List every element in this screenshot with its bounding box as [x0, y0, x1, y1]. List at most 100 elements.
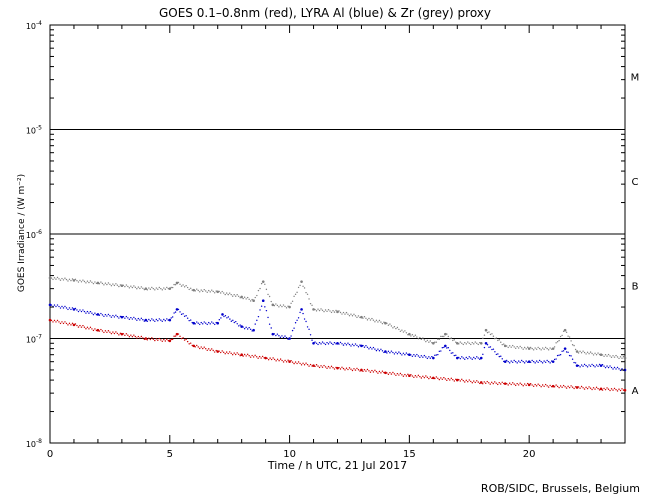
trace-dot [152, 287, 155, 290]
trace-dot [110, 332, 113, 335]
trace-dot [416, 336, 418, 338]
trace-dot [431, 355, 433, 358]
trace-dot [398, 351, 400, 353]
trace-dot [329, 310, 331, 312]
trace-dot [413, 335, 415, 338]
trace-dot [143, 288, 146, 291]
trace-dot [74, 323, 77, 325]
trace-dot [579, 387, 581, 389]
trace-dot [426, 376, 429, 379]
trace-dot [285, 361, 288, 363]
data-point [384, 321, 387, 325]
trace-dot [101, 330, 104, 332]
trace-dot [302, 362, 304, 364]
trace-dot [179, 335, 181, 337]
trace-dot [516, 345, 518, 348]
trace-dot [53, 304, 56, 306]
trace-dot [429, 376, 432, 378]
trace-dot [437, 338, 439, 340]
trace-dot [363, 316, 366, 318]
trace-dot [543, 385, 545, 387]
trace-dot [103, 284, 105, 286]
trace-dot [538, 359, 541, 362]
trace-dot [139, 287, 141, 290]
data-point [575, 386, 579, 389]
trace-dot [317, 343, 319, 346]
trace-dot [265, 309, 268, 312]
trace-dot [249, 356, 252, 358]
trace-dot [387, 350, 390, 353]
trace-dot [273, 333, 276, 335]
trace-dot [369, 346, 372, 349]
data-point [312, 308, 315, 311]
trace-dot [550, 385, 553, 388]
trace-dot [299, 311, 301, 314]
data-point [96, 313, 100, 316]
trace-dot [449, 379, 451, 381]
trace-dot [423, 354, 426, 357]
trace-dot [237, 353, 240, 355]
trace-dot [351, 315, 354, 317]
trace-dot [567, 351, 569, 353]
trace-dot [76, 309, 78, 311]
trace-dot [104, 330, 107, 332]
trace-dot [368, 370, 370, 372]
trace-dot [525, 348, 527, 350]
trace-dot [417, 355, 420, 357]
trace-dot [601, 389, 604, 391]
trace-dot [215, 290, 217, 292]
trace-dot [70, 308, 72, 311]
trace-dot [503, 360, 505, 363]
data-point [48, 303, 52, 307]
trace-dot [341, 366, 343, 369]
trace-dot [531, 359, 533, 362]
trace-dot [486, 380, 488, 383]
trace-dot [143, 320, 146, 322]
trace-dot [62, 279, 65, 281]
trace-dot [562, 330, 565, 333]
trace-dot [348, 343, 351, 346]
trace-dot [308, 328, 310, 331]
trace-dot [157, 320, 159, 322]
trace-dot [173, 335, 175, 337]
trace-dot [251, 354, 253, 357]
trace-dot [327, 309, 330, 311]
trace-dot [68, 278, 71, 281]
chart-title: GOES 0.1–0.8nm (red), LYRA Al (blue) & Z… [158, 6, 492, 20]
trace-dot [173, 312, 175, 314]
trace-dot [616, 356, 619, 358]
trace-dot [224, 314, 227, 317]
trace-dot [529, 383, 532, 385]
trace-dot [205, 322, 207, 324]
trace-dot [485, 382, 487, 384]
trace-dot [254, 323, 256, 325]
trace-dot [621, 368, 623, 370]
trace-dot [622, 389, 625, 391]
trace-dot [353, 313, 355, 315]
trace-dot [615, 368, 617, 370]
trace-dot [115, 331, 117, 333]
trace-dot [517, 360, 520, 362]
trace-dot [380, 348, 382, 350]
data-point [384, 350, 387, 353]
trace-dot [422, 356, 424, 358]
trace-dot [248, 326, 250, 329]
trace-dot [282, 336, 285, 339]
data-point [252, 328, 255, 332]
data-point [360, 344, 363, 348]
trace-dot [514, 384, 517, 387]
trace-dot [374, 369, 376, 372]
trace-dot [64, 277, 66, 279]
trace-dot [234, 353, 237, 356]
trace-dot [425, 356, 427, 358]
trace-dot [565, 331, 568, 333]
trace-dot [128, 318, 131, 320]
trace-dot [239, 297, 241, 299]
trace-dot [520, 383, 523, 386]
data-point [408, 332, 411, 336]
trace-dot [564, 386, 566, 388]
trace-dot [89, 326, 92, 329]
trace-dot [259, 287, 261, 290]
trace-dot [489, 333, 492, 336]
trace-dot [435, 376, 438, 378]
